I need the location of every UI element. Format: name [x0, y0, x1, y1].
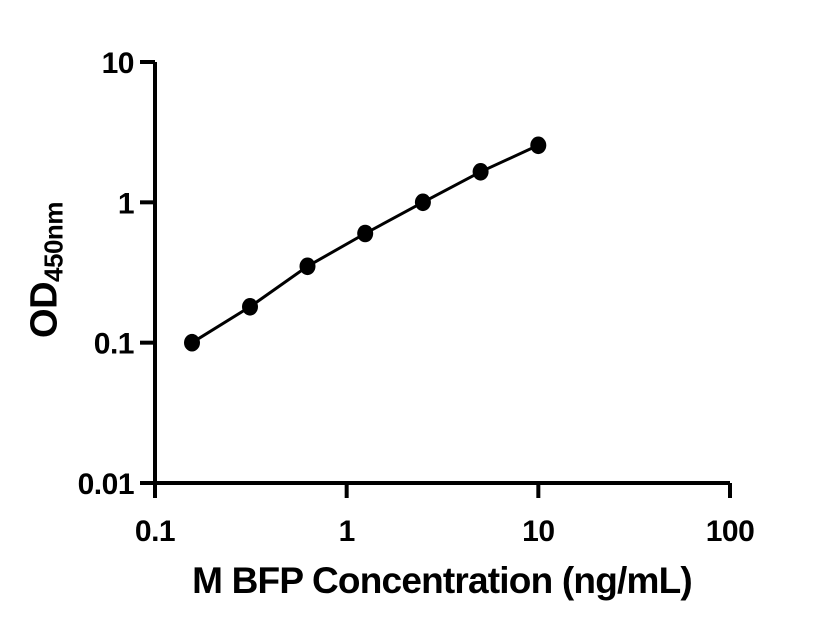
- x-tick-label: 1: [339, 515, 355, 548]
- data-point-marker: [242, 298, 258, 316]
- y-tick-label: 1: [118, 187, 134, 220]
- y-tick-label: 0.1: [94, 328, 134, 361]
- data-point-marker: [472, 163, 489, 181]
- data-point-marker: [414, 193, 431, 212]
- y-tick-label: 0.01: [78, 468, 134, 501]
- data-point-marker: [357, 224, 374, 243]
- data-point-marker: [184, 333, 200, 352]
- x-tick-label: 10: [522, 515, 554, 548]
- y-axis-title-main: OD: [23, 281, 66, 338]
- data-point-marker: [299, 257, 316, 276]
- y-axis-title: OD450nm: [23, 202, 69, 338]
- x-tick-label: 100: [706, 515, 755, 548]
- y-axis-title-subscript: 450nm: [38, 202, 69, 282]
- x-tick-label: 0.1: [135, 515, 175, 548]
- x-axis-title: M BFP Concentration (ng/mL): [192, 560, 693, 601]
- data-point-marker: [530, 136, 547, 155]
- y-tick-label: 10: [102, 47, 134, 80]
